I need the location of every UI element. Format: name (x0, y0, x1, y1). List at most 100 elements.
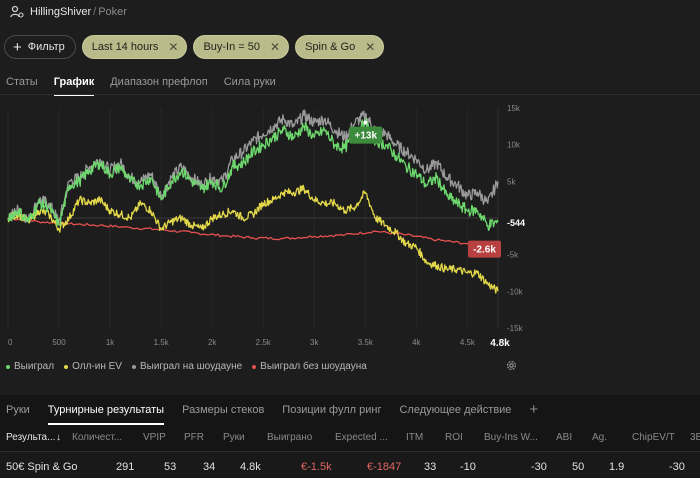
tab-full-ring-positions[interactable]: Позиции фулл ринг (282, 404, 382, 416)
column-header-roi[interactable]: ROI (445, 432, 463, 443)
y-tick-label: 10k (507, 141, 521, 150)
add-tab-button[interactable]: + (529, 401, 539, 418)
legend-item-won[interactable]: Выиграл (6, 361, 54, 372)
y-tick-label: -10k (507, 287, 524, 296)
top-bar: HillingShiver / Poker (0, 0, 700, 24)
x-max-label: 4.8k (490, 338, 510, 349)
x-tick-label: 3.5k (358, 338, 374, 347)
series-line-non-showdown (7, 217, 499, 252)
cell-vpip: 53 (164, 461, 177, 473)
column-header-won[interactable]: Выиграно (267, 432, 313, 443)
legend-dot (64, 364, 69, 369)
cell-hands: 4.8k (240, 461, 261, 473)
profit-chart[interactable]: 0 500 1k 1.5k 2k 2.5k 3k 3.5k 4k 4.5k 15k 10k 5k -5k -… (0, 96, 700, 356)
close-icon[interactable]: ✕ (168, 40, 179, 54)
y-tick-label: 5k (507, 177, 516, 186)
chart-svg: 0 500 1k 1.5k 2k 2.5k 3k 3.5k 4k 4.5k 15k 10k 5k -5k -… (7, 104, 525, 349)
cell-abi: 50 (572, 461, 585, 473)
cell-expected: €-1847 (367, 461, 402, 473)
legend-item-non-showdown[interactable]: Выиграл без шоудауна (252, 361, 367, 372)
cell-count: 291 (116, 461, 135, 473)
filter-chip-game[interactable]: Spin & Go ✕ (295, 35, 385, 59)
breadcrumb-context[interactable]: Poker (98, 6, 127, 18)
cell-pfr: 34 (203, 461, 216, 473)
tab-hands[interactable]: Руки (6, 404, 30, 416)
column-header-ag[interactable]: Ag. (592, 432, 608, 443)
table-row[interactable]: 50€ Spin & Go 291 53 34 4.8k €-1.5k €-18… (0, 452, 700, 478)
column-header-itm[interactable]: ITM (406, 432, 424, 443)
x-tick-label: 4.5k (460, 338, 476, 347)
legend-item-showdown[interactable]: Выиграл на шоудауне (131, 361, 243, 372)
legend-item-allin-ev[interactable]: Олл-ин EV (64, 361, 122, 372)
close-icon[interactable]: ✕ (270, 40, 281, 54)
filter-chip-label: Spin & Go (305, 41, 356, 53)
y-tick-label: -5k (507, 251, 519, 260)
x-tick-label: 1k (106, 338, 115, 347)
close-icon[interactable]: ✕ (365, 40, 376, 54)
cell-buyins: -30 (531, 461, 547, 473)
chart-legend: Выиграл Олл-ин EV Выиграл на шоудауне Вы… (6, 361, 367, 372)
tab-hand-strength[interactable]: Сила руки (223, 76, 276, 88)
filter-bar: + Фильтр Last 14 hours ✕ Buy-In = 50 ✕ S… (4, 35, 385, 59)
cell-chipev: -30 (669, 461, 685, 473)
bottom-tabs: Руки Турнирные результаты Размеры стеков… (0, 395, 700, 425)
loss-label: -2.6k (473, 245, 496, 256)
table-header: Результа... ↓ Количест... VPIP PFR Руки … (0, 425, 700, 451)
cell-won: €-1.5k (301, 461, 332, 473)
legend-label: Олл-ин EV (72, 361, 122, 372)
column-header-count[interactable]: Количест... (72, 432, 123, 443)
column-header-vpip[interactable]: VPIP (143, 432, 166, 443)
add-filter-label: Фильтр (27, 41, 65, 53)
column-header-pfr[interactable]: PFR (184, 432, 204, 443)
tab-stats[interactable]: Статы (6, 76, 38, 88)
column-header-abi[interactable]: ABI (556, 432, 573, 443)
main-tabs: Статы График Диапазон префлоп Сила руки (6, 76, 276, 96)
series-line-showdown (7, 109, 499, 224)
x-tick-label: 2k (208, 338, 217, 347)
column-header-buyins-won[interactable]: Buy-Ins W... (484, 432, 538, 443)
tab-next-action[interactable]: Следующее действие (399, 404, 512, 416)
column-header-hands[interactable]: Руки (223, 432, 245, 443)
legend-label: Выиграл на шоудауне (139, 361, 243, 372)
x-tick-label: 500 (52, 338, 66, 347)
user-settings-icon[interactable] (10, 5, 24, 19)
column-header-chipev[interactable]: ChipEV/T (632, 432, 675, 443)
tab-tournament-results[interactable]: Турнирные результаты (47, 395, 165, 425)
x-tick-label: 1.5k (154, 338, 170, 347)
filter-chip-time[interactable]: Last 14 hours ✕ (81, 35, 188, 59)
peak-marker (363, 120, 368, 125)
peak-label: +13k (355, 131, 378, 142)
x-tick-label: 3k (310, 338, 319, 347)
breadcrumb-separator: / (93, 6, 97, 18)
cell-ag: 1.9 (609, 461, 625, 473)
tab-preflop-range[interactable]: Диапазон префлоп (110, 76, 208, 88)
add-filter-button[interactable]: + Фильтр (4, 35, 76, 59)
tabs-divider (0, 94, 700, 95)
column-header-expected[interactable]: Expected ... (335, 432, 388, 443)
legend-label: Выиграл без шоудауна (260, 361, 367, 372)
legend-dot (131, 364, 136, 369)
y-tick-label: -15k (507, 324, 524, 333)
cell-name: 50€ Spin & Go (6, 461, 78, 473)
series-line-won (7, 118, 499, 232)
current-value-label: -544 (507, 218, 525, 228)
legend-label: Выиграл (14, 361, 55, 372)
plus-icon: + (13, 38, 22, 56)
x-tick-label: 4k (412, 338, 421, 347)
peak-label-badge (349, 126, 383, 144)
x-tick-label: 0 (8, 338, 13, 347)
gear-icon[interactable] (505, 359, 518, 372)
username[interactable]: HillingShiver (30, 6, 92, 18)
loss-label-badge (468, 240, 501, 258)
sort-arrow-icon[interactable]: ↓ (56, 432, 61, 443)
tab-graph[interactable]: График (53, 76, 95, 96)
filter-chip-buyin[interactable]: Buy-In = 50 ✕ (193, 35, 290, 59)
table-header-divider (0, 451, 700, 452)
column-header-result[interactable]: Результа... (6, 432, 56, 443)
series-line-allin-ev (7, 184, 499, 294)
tab-stack-sizes[interactable]: Размеры стеков (182, 404, 265, 416)
column-header-3b[interactable]: 3B (690, 432, 700, 443)
legend-dot (252, 364, 257, 369)
legend-dot (6, 364, 10, 369)
cell-roi: -10 (460, 461, 476, 473)
